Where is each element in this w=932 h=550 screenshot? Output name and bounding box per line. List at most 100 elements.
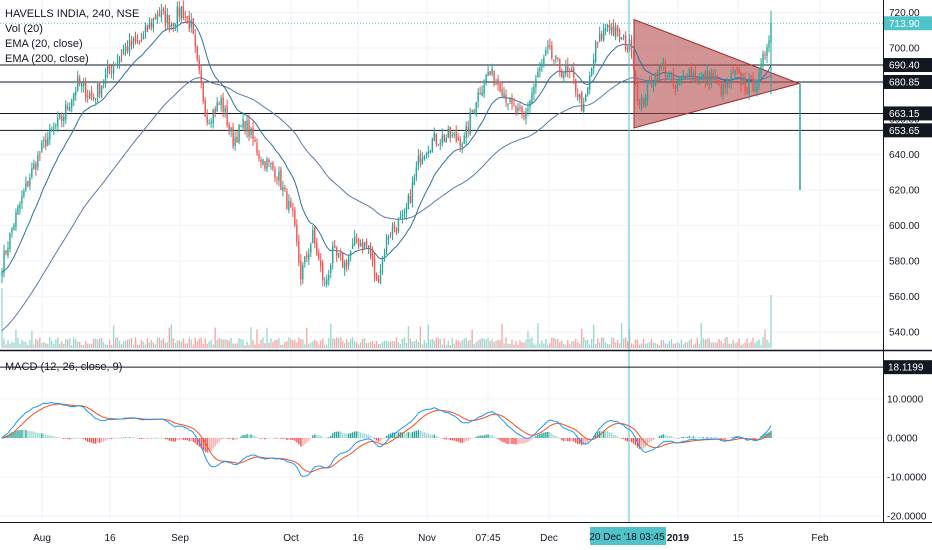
candle-body bbox=[314, 228, 316, 244]
volume-bar bbox=[210, 339, 212, 348]
macd-hist-bar bbox=[77, 437, 79, 439]
time-tick-label: Nov bbox=[418, 533, 436, 544]
candle-body bbox=[732, 71, 734, 73]
candle-body bbox=[206, 116, 208, 124]
volume-bar bbox=[674, 343, 677, 348]
volume-bar bbox=[357, 344, 360, 348]
macd-hist-bar bbox=[148, 437, 151, 439]
volume-bar bbox=[744, 342, 746, 348]
volume-bar bbox=[73, 337, 75, 348]
volume-bar bbox=[427, 324, 430, 348]
volume-bar bbox=[59, 343, 61, 348]
candle-body bbox=[51, 129, 53, 131]
candle-body bbox=[463, 135, 465, 144]
volume-bar bbox=[120, 344, 123, 348]
macd-hist-bar bbox=[104, 437, 107, 441]
volume-bar bbox=[684, 342, 687, 348]
volume-bar bbox=[690, 338, 693, 348]
candle-body bbox=[359, 243, 362, 246]
candle-body bbox=[395, 229, 398, 233]
macd-hist-bar bbox=[208, 437, 210, 453]
volume-bar bbox=[628, 328, 631, 348]
macd-hist-bar bbox=[184, 437, 186, 440]
macd-hist-bar bbox=[174, 437, 177, 442]
time-tick-label: 07:45 bbox=[475, 533, 500, 544]
candle-body bbox=[525, 111, 527, 119]
candle-body bbox=[90, 91, 93, 96]
macd-hist-bar bbox=[120, 437, 123, 439]
candle-body bbox=[465, 125, 467, 138]
candle-body bbox=[11, 228, 13, 233]
candles bbox=[1, 0, 772, 288]
candle-body bbox=[449, 126, 451, 139]
candle-body bbox=[200, 70, 202, 83]
macd-hist-bar bbox=[694, 437, 696, 438]
volume-bar bbox=[557, 339, 559, 348]
candle-body bbox=[513, 105, 515, 107]
candle-body bbox=[706, 71, 708, 85]
candle-body bbox=[678, 80, 681, 82]
candle-body bbox=[728, 82, 730, 84]
volume-bar bbox=[634, 339, 637, 348]
candle-body bbox=[7, 248, 9, 256]
volume-bar bbox=[242, 339, 244, 348]
candle-body bbox=[276, 178, 278, 180]
macd-hist-bar bbox=[222, 437, 224, 439]
candle-body bbox=[636, 81, 639, 101]
candle-body bbox=[5, 250, 7, 254]
candle-body bbox=[248, 119, 250, 137]
macd-hist-bar bbox=[543, 432, 545, 438]
candle-body bbox=[561, 70, 563, 78]
macd-hist-bar bbox=[57, 437, 59, 438]
macd-hist-bar bbox=[282, 437, 284, 439]
macd-hist-bar bbox=[764, 433, 766, 438]
volume-bar bbox=[194, 338, 196, 348]
volume-bar bbox=[361, 338, 364, 348]
candle-body bbox=[559, 59, 561, 72]
candle-body bbox=[598, 33, 601, 42]
macd-tick-label: 0.0000 bbox=[887, 433, 918, 444]
candle-body bbox=[15, 212, 17, 228]
macd-hist-bar bbox=[270, 437, 272, 439]
candle-body bbox=[146, 25, 149, 32]
volume-bar bbox=[230, 337, 232, 348]
volume-bar bbox=[429, 340, 432, 348]
volume-bar bbox=[545, 338, 547, 348]
candle-body bbox=[555, 56, 557, 59]
candle-body bbox=[493, 71, 495, 85]
volume-bar bbox=[493, 342, 495, 348]
volume-bar bbox=[471, 329, 473, 348]
candle-body bbox=[401, 213, 404, 217]
candle-body bbox=[144, 26, 147, 33]
macd-hist-bar bbox=[652, 437, 655, 441]
candle-body bbox=[557, 57, 559, 59]
volume-bar bbox=[682, 344, 685, 348]
volume-bar bbox=[485, 339, 487, 348]
macd-hist-bar bbox=[43, 433, 45, 438]
volume-bar bbox=[51, 340, 53, 348]
volume-bar bbox=[523, 342, 525, 348]
macd-hist-bar bbox=[467, 437, 469, 441]
volume-bar bbox=[7, 340, 9, 348]
candle-body bbox=[61, 115, 63, 122]
candle-body bbox=[134, 36, 137, 42]
macd-hist-bar bbox=[124, 437, 127, 438]
volume-bar bbox=[463, 338, 465, 348]
volume-bar bbox=[433, 340, 436, 348]
macd-hist-bar bbox=[82, 437, 85, 439]
volume-bar bbox=[602, 337, 605, 348]
candle-body bbox=[730, 74, 732, 84]
legend-ema20: EMA (20, close) bbox=[5, 38, 83, 50]
volume-bar bbox=[347, 342, 350, 348]
macd-hist-bar bbox=[202, 437, 204, 451]
volume-bar bbox=[511, 339, 513, 348]
candle-body bbox=[403, 211, 406, 214]
candle-body bbox=[9, 232, 11, 249]
candle-body bbox=[343, 262, 346, 270]
candle-body bbox=[529, 100, 531, 108]
macd-hist-bar bbox=[13, 431, 15, 438]
volume-bar bbox=[280, 344, 282, 348]
volume-bar bbox=[337, 338, 340, 348]
macd-hist-bar bbox=[47, 435, 49, 438]
